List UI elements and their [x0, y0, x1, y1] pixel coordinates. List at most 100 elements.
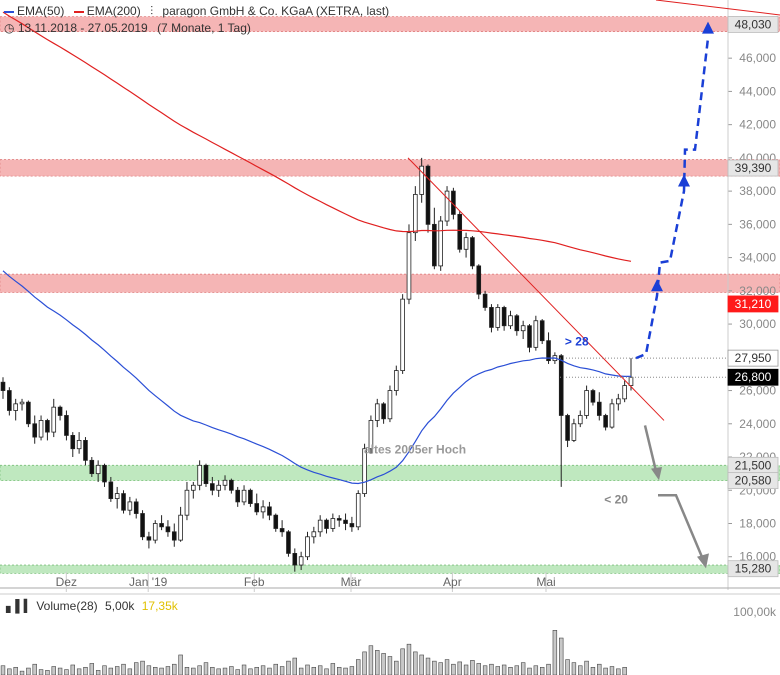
candle-body: [248, 489, 253, 504]
volume-bar: [64, 669, 69, 675]
price-label: 39,390: [735, 161, 772, 175]
volume-bar: [210, 666, 215, 675]
volume-bar: [476, 663, 481, 675]
candle-body: [603, 415, 608, 428]
y-tick-label: 16,000: [739, 550, 776, 564]
x-tick-label: Jan '19: [129, 575, 168, 589]
chart-period: ◷ 13.11.2018 - 27.05.2019 (7 Monate, 1 T…: [4, 21, 251, 35]
candle-body: [241, 489, 247, 503]
zone-red-2: [0, 273, 780, 293]
volume-axis-label: 100,00k: [733, 605, 777, 619]
price-label-box: [727, 16, 779, 33]
volume-bar: [57, 667, 63, 675]
candle-body: [273, 514, 279, 529]
volume-bar: [609, 666, 615, 675]
volume-bar: [286, 660, 291, 675]
candle-body: [336, 518, 342, 521]
y-tick-label: 18,000: [739, 516, 776, 530]
volume-bar: [622, 666, 627, 675]
candle-body: [501, 307, 507, 327]
instrument-title: paragon GmbH & Co. KGaA (XETRA, last): [162, 4, 390, 18]
volume-bar: [248, 668, 253, 675]
volume-bar: [425, 657, 431, 675]
price-label-box: [727, 159, 779, 177]
volume-bar: [102, 665, 107, 675]
candle-body: [362, 448, 367, 494]
volume-bar: [203, 662, 209, 675]
volume-bar: [76, 668, 82, 675]
volume-bar: [235, 669, 240, 675]
bearish-arrow-long-head: [697, 553, 709, 569]
trend-line: [407, 157, 665, 421]
candle-body: [159, 523, 164, 528]
candle-body: [622, 385, 627, 400]
candle-body: [374, 403, 380, 421]
candle-body: [590, 390, 596, 403]
candle-body: [38, 420, 44, 438]
volume-bar: [400, 648, 405, 675]
candle-body: [577, 415, 583, 425]
candle-body: [254, 503, 260, 513]
candle-body: [292, 553, 298, 566]
period-detail: (7 Monate, 1 Tag): [157, 21, 251, 35]
volume-bar: [51, 666, 56, 675]
clock-icon: ◷: [4, 21, 15, 35]
ema200-line: [2, 11, 632, 262]
volume-bar: [305, 664, 310, 675]
volume-bar: [438, 662, 443, 675]
candle-body: [102, 464, 107, 483]
candle-body: [70, 435, 76, 450]
candle-body: [0, 381, 6, 391]
candle-body: [76, 440, 82, 450]
candle-body: [197, 464, 202, 486]
candle-body: [267, 506, 272, 516]
candle-body: [330, 518, 336, 529]
volume-bar: [0, 665, 6, 675]
x-tick-label: Mär: [341, 575, 362, 589]
candle-body: [406, 232, 412, 300]
volume-bar: [184, 666, 190, 675]
volume-bar: [514, 665, 520, 675]
candle-body: [482, 293, 488, 308]
candle-body: [305, 536, 310, 558]
candle-body: [152, 523, 158, 541]
candle-body: [178, 514, 183, 541]
volume-bar: [546, 663, 551, 675]
volume-bar: [603, 667, 608, 675]
volume-bar: [191, 667, 196, 675]
volume-bar: [153, 666, 158, 675]
volume-bar: [559, 637, 564, 675]
candle-body: [133, 501, 139, 514]
volume-bar: [222, 667, 228, 675]
volume-bar: [539, 666, 545, 675]
candle-body: [533, 320, 539, 348]
volume-bar: [571, 662, 577, 675]
price-label-box: [727, 560, 779, 578]
volume-bar: [432, 660, 437, 675]
volume-bar: [508, 666, 513, 675]
candle-body: [171, 531, 177, 541]
volume-bars-icon: ▖▌▍: [6, 599, 33, 613]
candle-body: [571, 423, 577, 441]
y-tick-label: 38,000: [739, 184, 776, 198]
candle-body: [324, 519, 329, 529]
x-tick-label: Feb: [244, 575, 265, 589]
volume-bar: [260, 665, 266, 675]
candle-body: [127, 501, 133, 511]
candle-body: [114, 493, 120, 499]
candle-body: [89, 459, 95, 475]
price-label: 48,030: [735, 17, 772, 31]
candle-body: [165, 526, 171, 533]
volume-bar: [146, 665, 152, 675]
volume-bar: [375, 650, 380, 675]
candle-body: [558, 355, 564, 416]
volume-bar: [616, 668, 621, 675]
volume-bar: [489, 663, 494, 675]
y-tick-label: 44,000: [739, 84, 776, 98]
y-tick-label: 24,000: [739, 417, 776, 431]
volume-bar: [578, 665, 583, 675]
candle-body: [349, 523, 355, 528]
y-tick-label: 26,000: [739, 384, 776, 398]
candle-body: [565, 415, 570, 441]
volume-bar: [267, 667, 272, 675]
